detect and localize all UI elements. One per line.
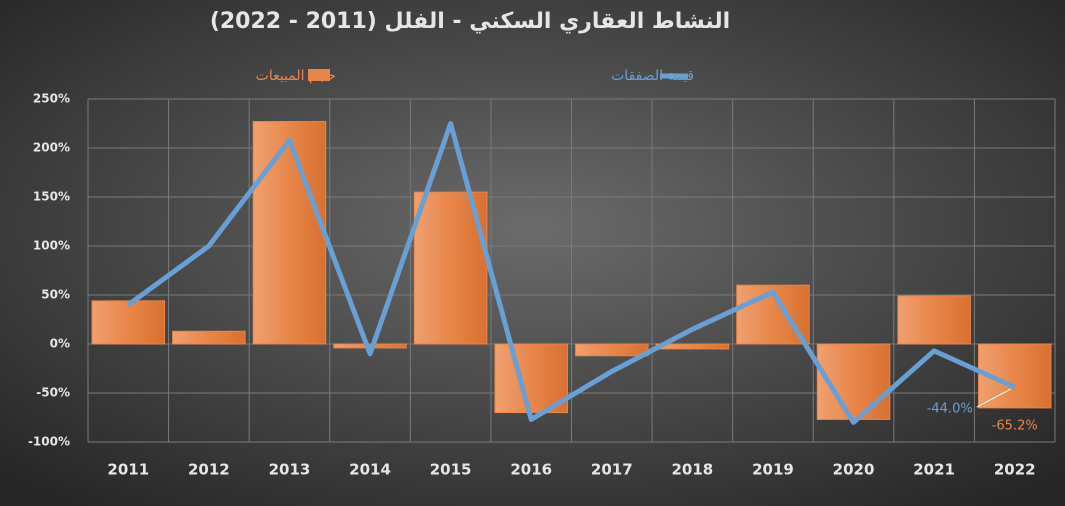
x-tick-label: 2021: [913, 461, 955, 479]
bar: [575, 343, 649, 357]
y-tick-label: 200%: [33, 141, 70, 155]
y-tick-label: 100%: [33, 239, 70, 253]
data-label: -44.0%: [927, 402, 973, 417]
x-tick-label: 2013: [269, 461, 311, 479]
y-tick-label: 150%: [33, 190, 70, 204]
y-tick-label: 50%: [41, 288, 70, 302]
leader-line: [976, 388, 1011, 408]
x-tick-label: 2019: [752, 461, 794, 479]
x-tick-label: 2011: [107, 461, 149, 479]
bar: [91, 300, 166, 345]
data-label: -65.2%: [992, 418, 1038, 433]
line: [126, 121, 1016, 425]
x-tick-label: 2017: [591, 461, 633, 479]
y-tick-label: 0%: [50, 337, 70, 351]
bar: [494, 343, 568, 414]
bar: [897, 295, 971, 345]
y-tick-label: -50%: [36, 386, 70, 400]
x-tick-label: 2016: [510, 461, 552, 479]
x-tick-label: 2015: [430, 461, 472, 479]
x-tick-label: 2020: [833, 461, 875, 479]
legend-label: حجم المبيعات: [256, 68, 336, 84]
x-tick-label: 2014: [349, 461, 391, 479]
x-tick-label: 2022: [994, 461, 1036, 479]
y-tick-label: 250%: [33, 92, 70, 106]
bar: [172, 330, 246, 345]
legend-label: قيمة الصفقات: [611, 68, 694, 84]
bar: [252, 121, 327, 345]
y-tick-label: -100%: [28, 435, 70, 449]
x-tick-label: 2012: [188, 461, 230, 479]
chart-title: النشاط العقاري السكني - الفلل (2011 - 20…: [210, 9, 730, 34]
legend-swatch: [308, 69, 330, 81]
x-tick-label: 2018: [672, 461, 714, 479]
